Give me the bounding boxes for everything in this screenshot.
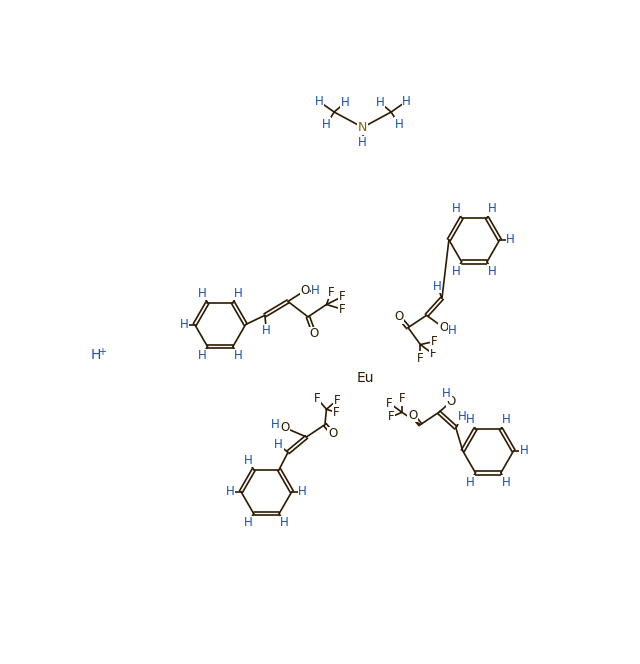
Text: H: H	[234, 349, 243, 363]
Text: F: F	[388, 410, 394, 424]
Text: H: H	[458, 410, 467, 424]
Text: H: H	[275, 438, 283, 451]
Text: H: H	[488, 265, 497, 278]
Text: +: +	[98, 347, 106, 357]
Text: H: H	[90, 349, 100, 363]
Text: H: H	[311, 284, 320, 297]
Text: O: O	[280, 421, 289, 434]
Text: H: H	[262, 324, 271, 337]
Text: F: F	[334, 394, 340, 406]
Text: F: F	[387, 396, 393, 410]
Text: F: F	[429, 347, 436, 361]
Text: H: H	[322, 118, 331, 131]
Text: O: O	[300, 284, 310, 297]
Text: O: O	[394, 310, 403, 323]
Text: H: H	[466, 475, 474, 489]
Text: H: H	[271, 418, 280, 431]
Text: H: H	[488, 202, 497, 215]
Text: F: F	[328, 286, 334, 299]
Text: F: F	[417, 352, 424, 365]
Text: H: H	[452, 202, 461, 215]
Text: Eu: Eu	[356, 371, 374, 385]
Text: F: F	[339, 290, 345, 303]
Text: H: H	[394, 118, 403, 131]
Text: H: H	[244, 454, 253, 467]
Text: O: O	[439, 321, 448, 334]
Text: H: H	[506, 233, 515, 246]
Text: N: N	[358, 121, 367, 134]
Text: H: H	[198, 349, 207, 363]
Text: H: H	[280, 517, 289, 529]
Text: H: H	[340, 96, 349, 110]
Text: O: O	[310, 327, 319, 340]
Text: H: H	[244, 517, 253, 529]
Text: H: H	[502, 475, 511, 489]
Text: H: H	[442, 387, 451, 400]
Text: H: H	[234, 287, 243, 299]
Text: F: F	[339, 303, 345, 315]
Text: H: H	[520, 444, 529, 457]
Text: H: H	[433, 280, 442, 293]
Text: F: F	[332, 406, 339, 419]
Text: O: O	[408, 409, 417, 422]
Text: H: H	[402, 95, 411, 108]
Text: H: H	[466, 413, 474, 426]
Text: H: H	[226, 485, 235, 498]
Text: F: F	[399, 392, 405, 405]
Text: H: H	[298, 485, 307, 498]
Text: O: O	[447, 395, 456, 408]
Text: H: H	[376, 96, 385, 110]
Text: H: H	[449, 324, 457, 337]
Text: H: H	[314, 95, 323, 108]
Text: H: H	[452, 265, 461, 278]
Text: F: F	[431, 335, 438, 348]
Text: H: H	[358, 136, 367, 149]
Text: H: H	[198, 287, 207, 299]
Text: H: H	[502, 413, 511, 426]
Text: O: O	[328, 428, 337, 440]
Text: F: F	[314, 392, 321, 405]
Text: H: H	[180, 318, 188, 331]
